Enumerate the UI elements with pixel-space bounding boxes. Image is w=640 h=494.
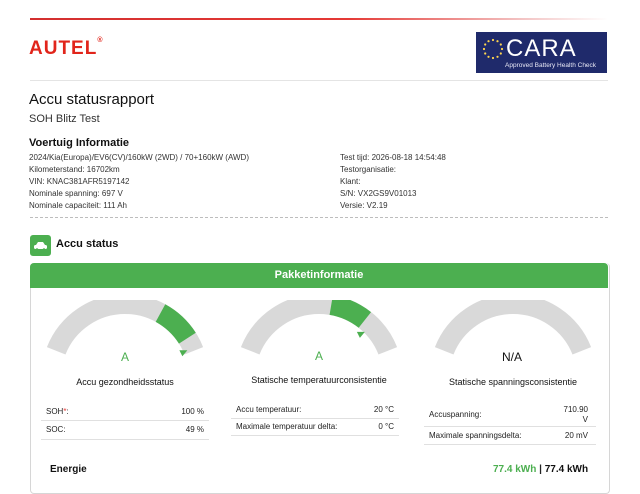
temperature-table: Accu temperatuur: 20 °C Maximale tempera…: [231, 400, 399, 440]
table-row: Maximale spanningsdelta: 20 mV: [424, 431, 596, 443]
gauge-pointer: [356, 331, 365, 338]
gauge-track: [434, 300, 592, 355]
soh-value: 100 %: [181, 407, 204, 416]
vehicle-vin: VIN: KNAC381AFR5197142: [29, 177, 130, 186]
soh-key: SOH: [46, 407, 64, 416]
autel-logo: AUTEL®: [29, 37, 103, 59]
table-divider: [231, 435, 399, 436]
health-gauge-value: A: [120, 350, 129, 364]
table-row: Maximale temperatuur delta: 0 °C: [231, 422, 399, 434]
accu-voltage-key: Accuspanning:: [429, 410, 482, 419]
table-divider: [424, 444, 596, 445]
gauge-pointer: [179, 350, 188, 357]
soc-value: 49 %: [185, 425, 204, 434]
energy-value-green: 77.4 kWh: [493, 464, 537, 475]
voltage-gauge-label: Statische spanningsconsistentie: [448, 377, 578, 387]
vehicle-nominal-voltage: Nominale spanning: 697 V: [29, 189, 123, 198]
customer: Klant:: [340, 177, 361, 186]
top-accent-line: [30, 18, 608, 20]
energy-value: 77.4 kWh | 77.4 kWh: [493, 464, 588, 475]
temperature-gauge: [240, 300, 398, 355]
voltage-table: Accuspanning: 710.90 V Maximale spanning…: [424, 401, 596, 445]
header-divider: [30, 80, 608, 81]
max-temperature-delta-key: Maximale temperatuur delta:: [236, 422, 338, 431]
vehicle-info-heading: Voertuig Informatie: [29, 137, 130, 149]
cara-tagline: Approved Battery Health Check: [505, 62, 597, 69]
soh-star: *: [63, 407, 67, 416]
vehicle-info-right: Test tijd: 2026-08-18 14:54:48 Testorgan…: [340, 152, 446, 212]
table-divider: [424, 426, 596, 427]
table-divider: [41, 439, 209, 440]
health-gauge: [46, 300, 204, 357]
report-subtitle: SOH Blitz Test: [29, 113, 100, 125]
software-version: Versie: V2.19: [340, 201, 388, 210]
vehicle-model: 2024/Kia(Europa)/EV6(CV)/160kW (2WD) / 7…: [29, 153, 249, 162]
max-voltage-delta-value: 20 mV: [564, 431, 588, 440]
health-gauge-label: Accu gezondheidsstatus: [76, 377, 174, 387]
soc-key: SOC:: [46, 425, 66, 434]
table-row: SOH*: 100 %: [46, 407, 204, 416]
vehicle-mileage: Kilometerstand: 16702km: [29, 165, 120, 174]
battery-car-icon: [30, 235, 51, 256]
section-divider: [30, 217, 608, 218]
health-table: SOH*: 100 % SOC: 49 %: [41, 403, 209, 443]
table-row: SOC: 49 %: [41, 425, 209, 437]
table-row: Accu temperatuur: 20 °C: [231, 405, 399, 417]
voltage-gauge: [434, 300, 592, 355]
energy-label: Energie: [50, 464, 87, 475]
gauge-track: [240, 300, 398, 355]
cara-name: CARA: [506, 35, 577, 62]
accu-status-label: Accu status: [56, 238, 119, 250]
test-time: Test tijd: 2026-08-18 14:54:48: [340, 153, 446, 162]
gauge-fill: [329, 300, 372, 329]
max-temperature-delta-value: 0 °C: [378, 422, 394, 431]
table-divider: [41, 420, 209, 421]
serial-number: S/N: VX2GS9V01013: [340, 189, 417, 198]
accu-voltage-value: 710.90 V: [563, 405, 588, 424]
gauge-fill: [155, 304, 196, 344]
temperature-gauge-value: A: [314, 349, 323, 363]
max-voltage-delta-key: Maximale spanningsdelta:: [429, 431, 522, 440]
accu-temperature-key: Accu temperatuur:: [236, 405, 302, 414]
table-row: Accuspanning: 710.90 V: [424, 405, 596, 425]
vehicle-nominal-capacity: Nominale capaciteit: 111 Ah: [29, 201, 127, 210]
eu-stars-icon: [482, 38, 504, 60]
energy-separator: |: [536, 464, 545, 475]
energy-value-black: 77.4 kWh: [544, 464, 589, 475]
report-title: Accu statusrapport: [29, 91, 155, 108]
pakket-header: Pakketinformatie: [30, 263, 608, 288]
cara-badge: CARA Approved Battery Health Check: [476, 32, 607, 73]
test-organisation: Testorganisatie:: [340, 165, 397, 174]
voltage-gauge-value: N/A: [501, 350, 522, 364]
temperature-gauge-label: Statische temperatuurconsistentie: [251, 375, 387, 385]
accu-temperature-value: 20 °C: [373, 405, 394, 414]
vehicle-info-left: 2024/Kia(Europa)/EV6(CV)/160kW (2WD) / 7…: [29, 152, 249, 212]
table-divider: [231, 418, 399, 419]
